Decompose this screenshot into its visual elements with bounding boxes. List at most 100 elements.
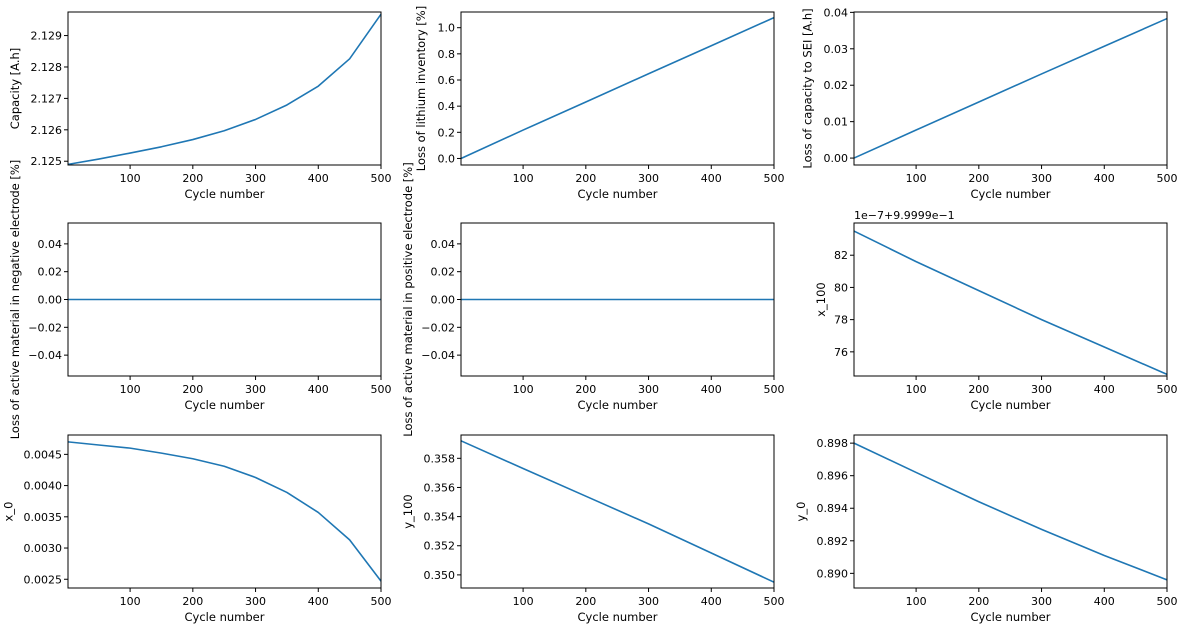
x-tick-label: 500 [1157,383,1178,396]
axes-frame [853,11,1168,166]
x-tick-label: 400 [1094,383,1115,396]
x-axis-label: Cycle number [578,610,658,624]
subplot-1: 100 200 300 400 500 2.125 2.126 2.127 2.128 2.129… [8,11,392,201]
y-tick-label: −0.04 [28,349,62,362]
y-tick-label: 0.8 [438,48,456,61]
axes-frame [460,11,775,166]
y-tick-label: 80 [834,281,848,294]
axes-frame [460,434,775,589]
subplot-5: 100 200 300 400 500 −0.04 −0.02 0.00 0.02 0.04 Cyc… [401,162,785,436]
x-tick-label: 500 [371,383,392,396]
x-axis-label: Cycle number [185,610,265,624]
y-axis-label: Loss of active material in negative elec… [8,160,22,440]
subplot-8: 100 200 300 400 500 0.350 0.352 0.354 0.356 0.358… [401,434,785,624]
x-tick-label: 100 [906,383,927,396]
y-tick-label: 2.129 [31,30,63,43]
x-tick-label: 400 [701,172,722,185]
y-axis-label: y_0 [794,502,808,522]
y-tick-label: 0.894 [817,502,849,515]
x-tick-label: 200 [182,595,203,608]
x-tick-label: 200 [575,595,596,608]
y-axis-label: Loss of capacity to SEI [A.h] [801,8,815,168]
x-axis-label: Cycle number [185,187,265,201]
x-tick-label: 100 [906,595,927,608]
y-tick-label: 0.892 [817,535,849,548]
x-tick-label: 200 [968,383,989,396]
x-tick-label: 200 [182,383,203,396]
series-line [853,230,1168,376]
y-tick-label: −0.04 [421,349,455,362]
subplot-3: 100 200 300 400 500 0.00 0.01 0.02 0.03 0.04 Cycle… [801,6,1178,201]
x-tick-label: 300 [245,383,266,396]
x-tick-label: 100 [120,172,141,185]
y-tick-label: 0.356 [424,481,456,494]
x-tick-label: 500 [371,595,392,608]
x-tick-label: 400 [308,383,329,396]
y-tick-label: 0.02 [824,79,849,92]
y-tick-label: 0.890 [817,567,849,580]
y-axis-label: Capacity [A.h] [8,48,22,130]
y-tick-label: 0.00 [38,294,63,307]
x-tick-label: 100 [513,595,534,608]
series-line [67,441,382,582]
x-tick-label: 100 [120,595,141,608]
y-tick-label: 0.898 [817,437,849,450]
y-tick-label: −0.02 [421,321,455,334]
x-tick-label: 200 [968,595,989,608]
x-tick-label: 300 [638,595,659,608]
y-tick-label: 0.02 [38,266,63,279]
y-tick-label: 0.0025 [24,573,63,586]
x-tick-label: 500 [764,595,785,608]
axes-frame [853,222,1168,377]
series-line [67,13,382,166]
y-tick-label: 0.358 [424,452,456,465]
x-tick-label: 500 [371,172,392,185]
y-axis-label: Loss of lithium inventory [%] [414,6,428,171]
x-tick-label: 100 [120,383,141,396]
x-tick-label: 300 [638,383,659,396]
y-tick-label: 0.354 [424,511,456,524]
y-tick-label: 0.03 [824,43,849,56]
x-tick-label: 100 [906,172,927,185]
y-tick-label: 0.04 [38,238,63,251]
y-tick-label: 0.896 [817,470,849,483]
y-tick-label: 76 [834,346,848,359]
subplot-2: 100 200 300 400 500 0.0 0.2 0.4 0.6 0.8 1.0 Cycle n… [414,6,784,201]
x-tick-label: 200 [575,383,596,396]
subplot-7: 100 200 300 400 500 0.0025 0.0030 0.0035 0.0040 0… [1,434,392,624]
y-axis-label: x_0 [1,502,15,522]
x-tick-label: 200 [575,172,596,185]
x-tick-label: 300 [1031,383,1052,396]
x-axis-label: Cycle number [185,398,265,412]
series-line [853,17,1168,159]
y-tick-label: 0.6 [438,74,456,87]
x-tick-label: 500 [764,172,785,185]
y-tick-label: 2.125 [31,155,63,168]
axes-frame [853,434,1168,589]
x-axis-label: Cycle number [578,398,658,412]
x-tick-label: 400 [1094,595,1115,608]
series-line [460,16,775,160]
x-tick-label: 200 [182,172,203,185]
series-line [853,442,1168,581]
x-axis-label: Cycle number [971,610,1051,624]
x-tick-label: 300 [638,172,659,185]
y-tick-label: 0.00 [431,294,456,307]
y-axis-offset-label: 1e−7+9.9999e−1 [854,209,955,222]
y-tick-label: 0.0040 [24,480,63,493]
y-tick-label: 2.128 [31,61,63,74]
y-tick-label: 2.127 [31,92,63,105]
y-tick-label: 0.0045 [24,448,63,461]
x-tick-label: 300 [245,595,266,608]
x-tick-label: 300 [245,172,266,185]
y-tick-label: 0.0 [438,152,456,165]
x-tick-label: 100 [513,383,534,396]
y-axis-label: Loss of active material in positive elec… [401,162,415,436]
x-tick-label: 300 [1031,172,1052,185]
y-tick-label: 0.0030 [24,542,63,555]
y-tick-label: 0.352 [424,540,456,553]
y-tick-label: 78 [834,314,848,327]
y-tick-label: −0.02 [28,321,62,334]
x-tick-label: 100 [513,172,534,185]
